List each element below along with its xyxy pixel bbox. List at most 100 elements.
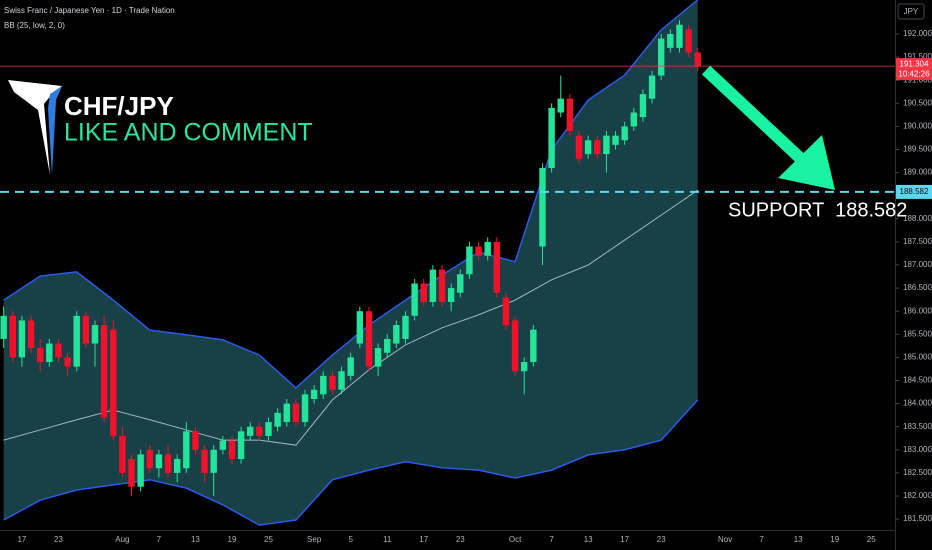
band-lower xyxy=(3,399,699,526)
headline: CHF/JPY xyxy=(64,91,174,121)
x-tick-label: 19 xyxy=(228,535,237,544)
x-tick-label: 13 xyxy=(584,535,593,544)
candle-body xyxy=(475,246,482,256)
candle-body xyxy=(630,112,638,127)
candle-body xyxy=(420,283,427,302)
x-tick-label: Nov xyxy=(718,535,732,544)
candle-body xyxy=(183,431,190,469)
candle-body xyxy=(274,412,281,427)
candle-body xyxy=(466,246,473,275)
x-tick-label: 23 xyxy=(657,535,666,544)
x-tick-label: Aug xyxy=(115,535,129,544)
band-upper xyxy=(3,0,699,389)
candle-body xyxy=(36,348,44,363)
candle-body xyxy=(301,394,309,423)
support-label-box xyxy=(896,184,932,199)
support-label: 188.582 xyxy=(900,187,929,196)
arrow-head xyxy=(778,135,835,190)
candle-body xyxy=(283,403,290,423)
price-label: 191.304 xyxy=(900,59,929,68)
candle-body xyxy=(55,343,62,358)
y-tick-label: 189.500 xyxy=(903,145,932,154)
candle-body xyxy=(685,29,692,53)
x-tick-label: Sep xyxy=(307,535,322,544)
y-tick-label: 190.000 xyxy=(903,122,932,131)
y-tick-label: 187.000 xyxy=(903,260,932,269)
candle-body xyxy=(329,375,336,390)
candle-body xyxy=(91,325,99,344)
y-tick-label: 191.500 xyxy=(903,52,932,61)
candle-body xyxy=(511,320,519,372)
candle-body xyxy=(530,329,537,363)
chart-title: Swiss Franc / Japanese Yen · 1D · Trade … xyxy=(4,6,175,15)
x-tick-label: 23 xyxy=(54,535,63,544)
candle-body xyxy=(201,449,208,473)
candle-body xyxy=(521,362,528,372)
x-tick-label: 23 xyxy=(456,535,465,544)
callout: LIKE AND COMMENT xyxy=(64,119,313,147)
x-tick-label: 13 xyxy=(191,535,200,544)
y-tick-label: 186.000 xyxy=(903,306,932,315)
candle-body xyxy=(447,288,455,302)
x-tick-label: 17 xyxy=(419,535,428,544)
band-middle xyxy=(3,189,699,446)
arrow-shaft xyxy=(701,65,805,163)
candle-body xyxy=(694,52,701,67)
countdown: 10:42:26 xyxy=(898,69,930,78)
candle-body xyxy=(237,431,245,460)
y-tick-label: 187.500 xyxy=(903,237,932,246)
candle-body xyxy=(384,338,391,353)
y-tick-label: 183.500 xyxy=(903,422,932,431)
candle-body xyxy=(429,269,437,302)
candle-body xyxy=(347,357,354,376)
y-tick-label: 181.500 xyxy=(903,514,932,523)
candle-body xyxy=(502,297,510,326)
candle-body xyxy=(119,435,126,473)
candle-body xyxy=(155,454,163,469)
y-tick-label: 188.000 xyxy=(903,214,932,223)
logo-shape xyxy=(48,86,62,175)
x-tick-label: 5 xyxy=(348,535,353,544)
candle-body xyxy=(256,426,263,436)
candle-body xyxy=(411,283,418,316)
candle-body xyxy=(0,315,7,339)
candle-body xyxy=(557,98,564,113)
candle-body xyxy=(164,454,172,473)
x-tick-label: 19 xyxy=(830,535,839,544)
candle-body xyxy=(393,325,400,344)
candle-body xyxy=(210,449,217,473)
candle-body xyxy=(18,320,26,358)
y-tick-label: 184.000 xyxy=(903,399,932,408)
candle-body xyxy=(338,371,345,390)
candle-body xyxy=(137,454,144,487)
x-tick-label: 17 xyxy=(620,535,629,544)
candle-body xyxy=(365,311,373,367)
candle-body xyxy=(621,126,628,141)
y-tick-label: 183.000 xyxy=(903,445,932,454)
logo xyxy=(8,80,62,175)
candle-body xyxy=(658,38,665,76)
x-tick-label: 7 xyxy=(759,535,764,544)
price-label-box xyxy=(896,58,932,81)
candle-body xyxy=(493,241,501,293)
plot-area xyxy=(0,0,701,526)
candle-body xyxy=(46,343,53,363)
candle-body xyxy=(484,241,491,256)
x-tick-label: 11 xyxy=(383,535,392,544)
candle-body xyxy=(402,315,409,339)
candle-body xyxy=(539,167,546,247)
candle-body xyxy=(128,459,135,487)
candle-body xyxy=(603,135,610,155)
candle-body xyxy=(457,274,464,293)
y-tick-label: 192.000 xyxy=(903,29,932,38)
candle-body xyxy=(639,94,647,118)
x-tick-label: 25 xyxy=(264,535,273,544)
candle-body xyxy=(575,135,583,159)
y-tick-label: 190.500 xyxy=(903,98,932,107)
x-tick-label: Oct xyxy=(509,535,522,544)
currency-box[interactable] xyxy=(897,3,925,20)
candle-body xyxy=(100,325,108,418)
candle-body xyxy=(566,98,574,132)
